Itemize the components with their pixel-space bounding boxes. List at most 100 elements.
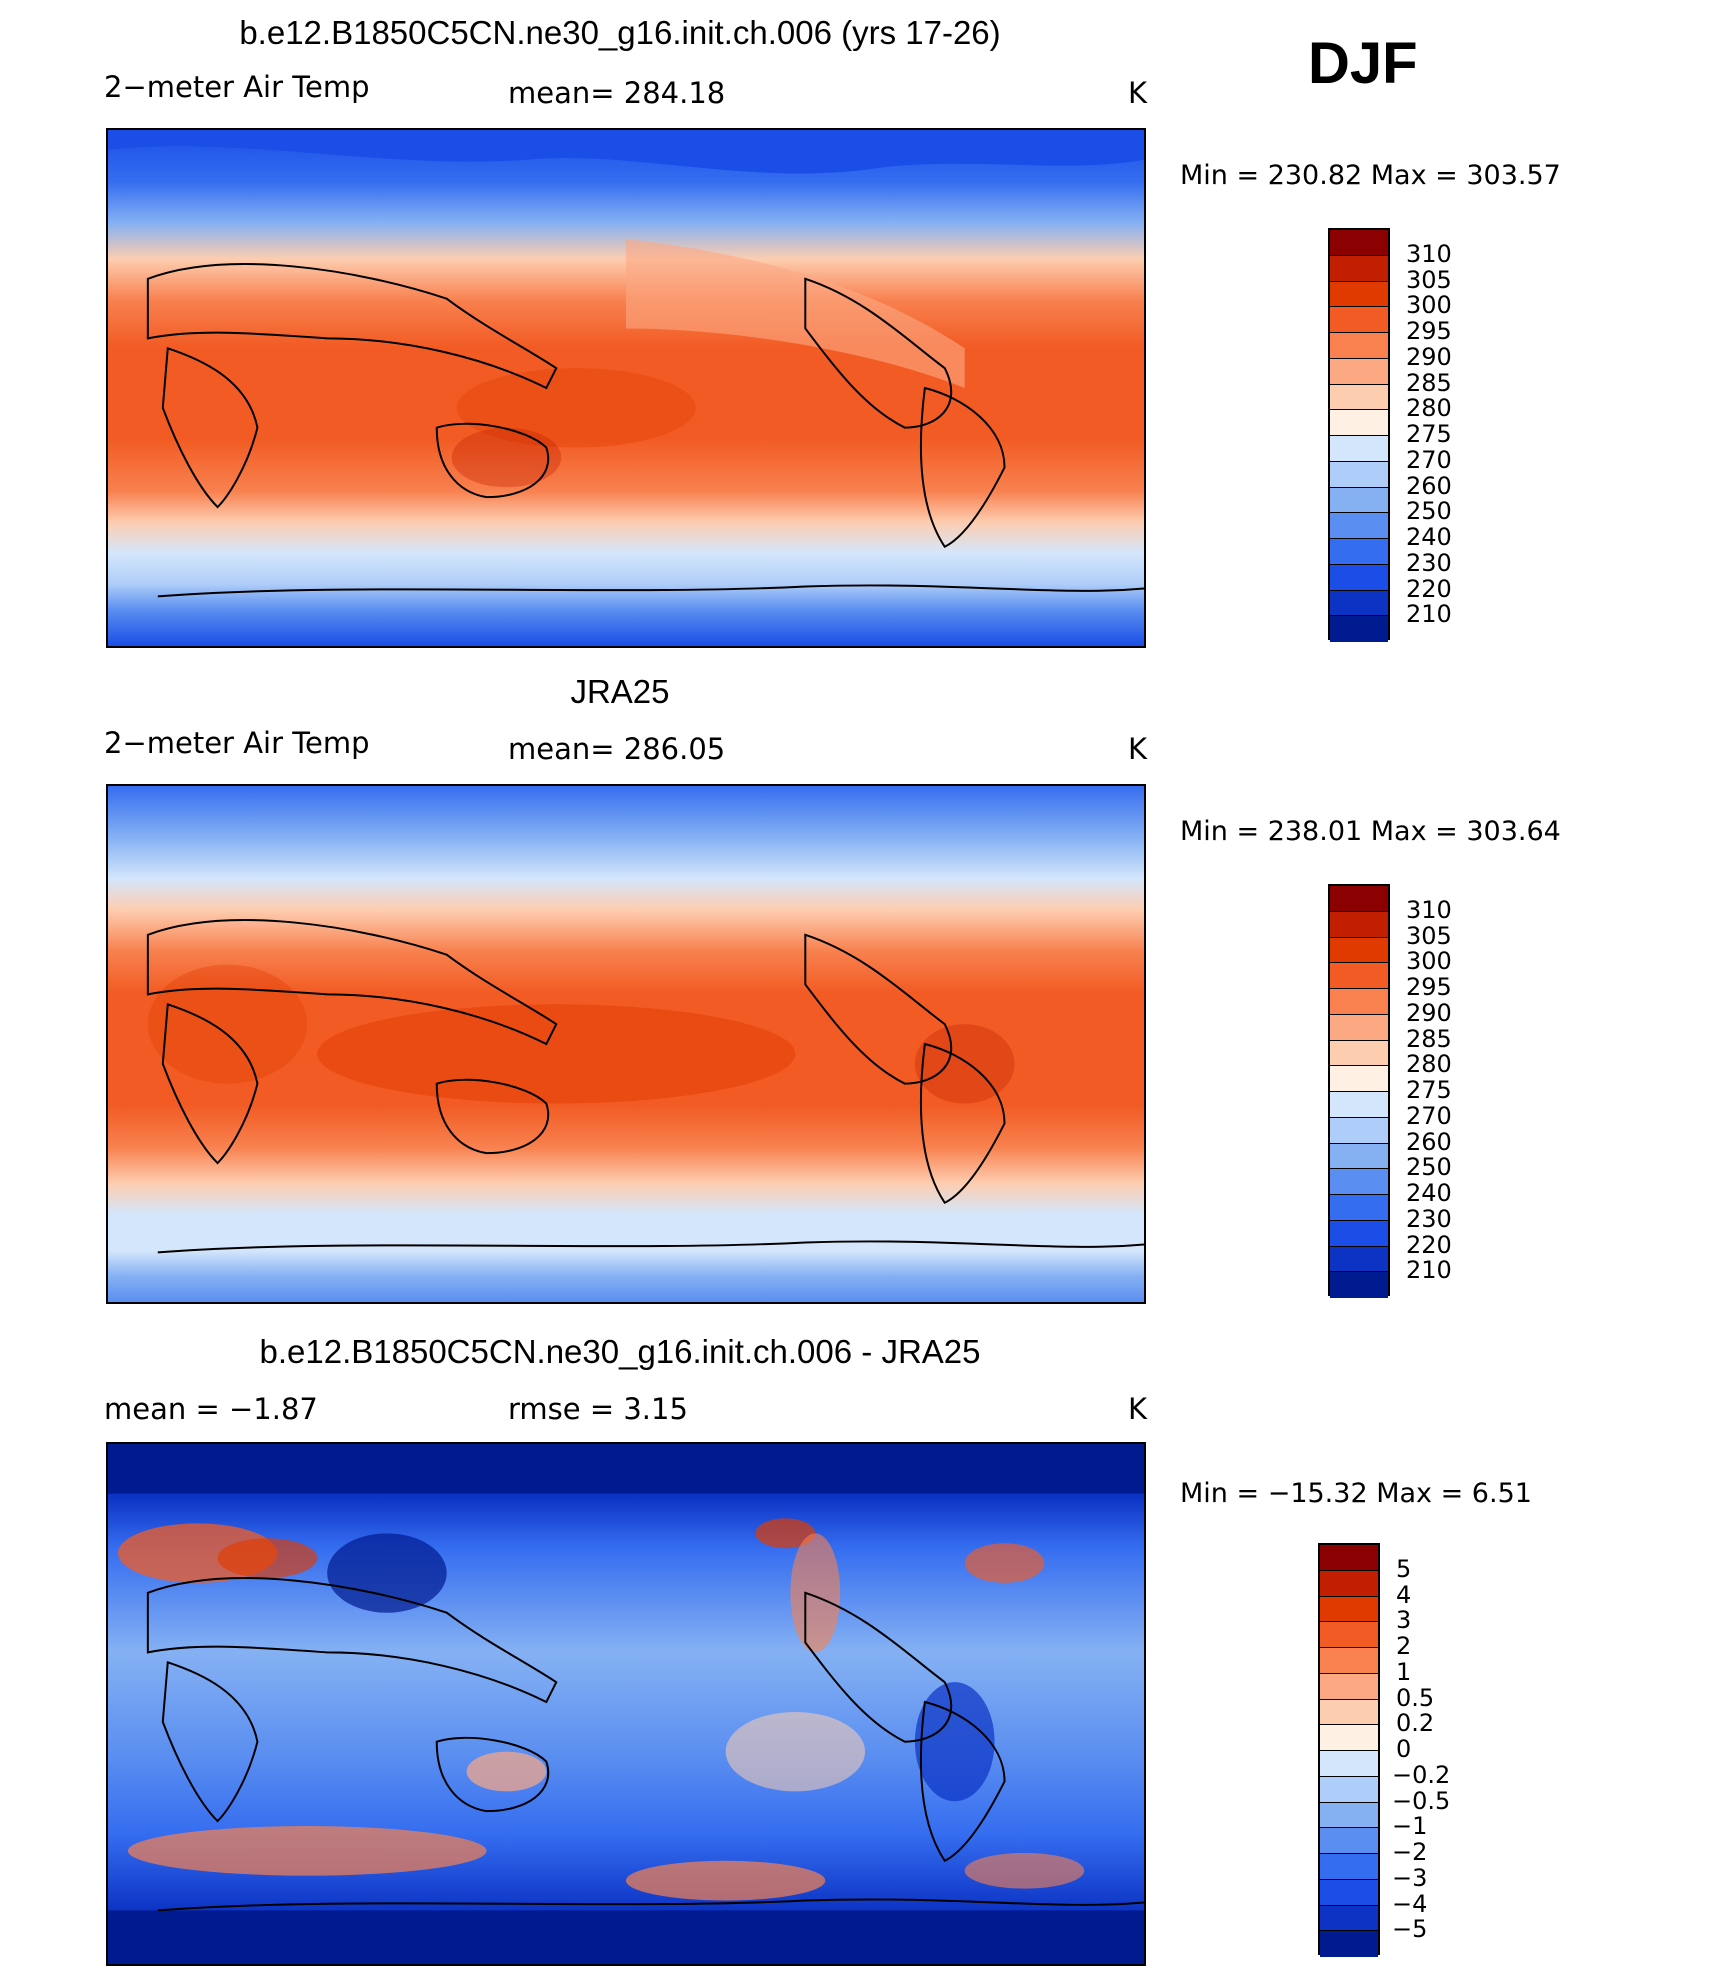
colorbar-swatch bbox=[1330, 937, 1388, 964]
colorbar-swatch bbox=[1330, 564, 1388, 591]
colorbar-tick-label: 280 bbox=[1406, 394, 1452, 423]
colorbar-swatch bbox=[1320, 1802, 1378, 1829]
colorbar-swatch bbox=[1330, 1117, 1388, 1144]
colorbar-swatch bbox=[1330, 255, 1388, 282]
colorbar-tick-label: 295 bbox=[1406, 317, 1452, 345]
colorbar-tick-label: 270 bbox=[1406, 445, 1452, 474]
panel-3-rmse-label: rmse = 3.15 bbox=[508, 1392, 688, 1426]
colorbar-tick-label: −5 bbox=[1392, 1915, 1428, 1944]
colorbar-swatch bbox=[1330, 963, 1388, 989]
colorbar-tick-label: 305 bbox=[1406, 921, 1452, 950]
colorbar-swatch bbox=[1320, 1622, 1378, 1648]
colorbar-tick-label: 280 bbox=[1406, 1050, 1452, 1079]
colorbar-swatch bbox=[1330, 1272, 1388, 1298]
colorbar-tick-label: 2 bbox=[1396, 1632, 1412, 1660]
colorbar-swatch bbox=[1330, 1169, 1388, 1195]
colorbar-swatch bbox=[1330, 513, 1388, 539]
colorbar-tick-label: −0.2 bbox=[1392, 1760, 1451, 1789]
colorbar-tick-label: 250 bbox=[1406, 497, 1452, 526]
panel-3-colorbar bbox=[1318, 1543, 1380, 1957]
colorbar-tick-label: 250 bbox=[1406, 1153, 1452, 1182]
panel-3-title: b.e12.B1850C5CN.ne30_g16.init.ch.006 - J… bbox=[259, 1333, 981, 1370]
colorbar-swatch bbox=[1320, 1905, 1378, 1932]
colorbar-tick-label: 275 bbox=[1406, 420, 1452, 448]
colorbar-tick-label: 305 bbox=[1406, 265, 1452, 294]
season-label: DJF bbox=[1308, 31, 1418, 96]
colorbar-tick-label: 310 bbox=[1406, 239, 1452, 268]
panel-2-unit: K bbox=[1128, 732, 1148, 766]
colorbar-swatch bbox=[1330, 989, 1388, 1015]
colorbar-swatch bbox=[1320, 1931, 1378, 1957]
panel-3-map bbox=[106, 1442, 1146, 1966]
colorbar-tick-label: −3 bbox=[1392, 1863, 1428, 1892]
colorbar-swatch bbox=[1330, 886, 1388, 912]
colorbar-tick-label: 0 bbox=[1396, 1735, 1412, 1763]
panel-2-map-graphic bbox=[108, 786, 1144, 1302]
colorbar-swatch bbox=[1320, 1828, 1378, 1854]
panel-1-variable-label: 2−meter Air Temp bbox=[104, 70, 370, 104]
colorbar-tick-label: −0.5 bbox=[1392, 1786, 1451, 1815]
colorbar-swatch bbox=[1320, 1596, 1378, 1623]
colorbar-tick-label: −2 bbox=[1392, 1838, 1428, 1866]
colorbar-tick-label: 210 bbox=[1406, 600, 1452, 629]
colorbar-tick-label: 275 bbox=[1406, 1076, 1452, 1104]
colorbar-tick-label: 1 bbox=[1396, 1657, 1412, 1686]
panel-3-minmax: Min = −15.32 Max = 6.51 bbox=[1180, 1478, 1532, 1509]
colorbar-swatch bbox=[1320, 1776, 1378, 1803]
colorbar-tick-label: 290 bbox=[1406, 342, 1452, 371]
colorbar-tick-label: 300 bbox=[1406, 291, 1452, 320]
colorbar-tick-label: 240 bbox=[1406, 523, 1452, 551]
panel-1-unit: K bbox=[1128, 76, 1148, 110]
colorbar-swatch bbox=[1330, 616, 1388, 642]
panel-3-unit: K bbox=[1128, 1392, 1148, 1426]
panel-2-mean-label: mean= 286.05 bbox=[508, 732, 726, 766]
colorbar-tick-label: 285 bbox=[1406, 368, 1452, 397]
panel-1-map bbox=[106, 128, 1146, 648]
colorbar-swatch bbox=[1330, 911, 1388, 938]
colorbar-swatch bbox=[1330, 333, 1388, 359]
colorbar-tick-label: 260 bbox=[1406, 1127, 1452, 1156]
panel-2-variable-label: 2−meter Air Temp bbox=[104, 726, 370, 760]
colorbar-swatch bbox=[1330, 384, 1388, 411]
colorbar-tick-label: 270 bbox=[1406, 1101, 1452, 1130]
colorbar-swatch bbox=[1330, 230, 1388, 256]
colorbar-swatch bbox=[1330, 1092, 1388, 1118]
colorbar-swatch bbox=[1320, 1545, 1378, 1571]
colorbar-swatch bbox=[1330, 1246, 1388, 1273]
colorbar-swatch bbox=[1320, 1751, 1378, 1777]
colorbar-swatch bbox=[1330, 1220, 1388, 1247]
colorbar-tick-label: 0.2 bbox=[1396, 1709, 1435, 1738]
colorbar-swatch bbox=[1330, 461, 1388, 488]
colorbar-swatch bbox=[1330, 358, 1388, 385]
panel-2-colorbar bbox=[1328, 884, 1390, 1298]
panel-1-colorbar bbox=[1328, 228, 1390, 642]
panel-2-title: JRA25 bbox=[570, 673, 670, 710]
colorbar-tick-label: 310 bbox=[1406, 895, 1452, 924]
colorbar-swatch bbox=[1320, 1570, 1378, 1597]
colorbar-tick-label: 210 bbox=[1406, 1256, 1452, 1285]
colorbar-swatch bbox=[1320, 1648, 1378, 1674]
colorbar-swatch bbox=[1330, 1040, 1388, 1067]
panel-2-map bbox=[106, 784, 1146, 1304]
colorbar-swatch bbox=[1330, 1195, 1388, 1221]
colorbar-tick-label: 220 bbox=[1406, 1230, 1452, 1259]
colorbar-tick-label: 230 bbox=[1406, 548, 1452, 577]
colorbar-tick-label: 240 bbox=[1406, 1179, 1452, 1207]
colorbar-swatch bbox=[1330, 590, 1388, 617]
colorbar-tick-label: 285 bbox=[1406, 1024, 1452, 1053]
colorbar-tick-label: −1 bbox=[1392, 1812, 1428, 1841]
colorbar-tick-label: 220 bbox=[1406, 574, 1452, 603]
colorbar-tick-label: 230 bbox=[1406, 1204, 1452, 1233]
colorbar-swatch bbox=[1330, 281, 1388, 308]
colorbar-tick-label: 300 bbox=[1406, 947, 1452, 976]
colorbar-swatch bbox=[1330, 307, 1388, 333]
panel-2-minmax: Min = 238.01 Max = 303.64 bbox=[1180, 816, 1561, 847]
colorbar-tick-label: 4 bbox=[1396, 1580, 1412, 1609]
colorbar-swatch bbox=[1330, 1143, 1388, 1170]
panel-1-mean-label: mean= 284.18 bbox=[508, 76, 726, 110]
colorbar-swatch bbox=[1330, 436, 1388, 462]
colorbar-tick-label: 0.5 bbox=[1396, 1683, 1435, 1712]
panel-1-map-graphic bbox=[108, 130, 1144, 646]
panel-1-minmax: Min = 230.82 Max = 303.57 bbox=[1180, 160, 1561, 191]
colorbar-swatch bbox=[1330, 487, 1388, 514]
